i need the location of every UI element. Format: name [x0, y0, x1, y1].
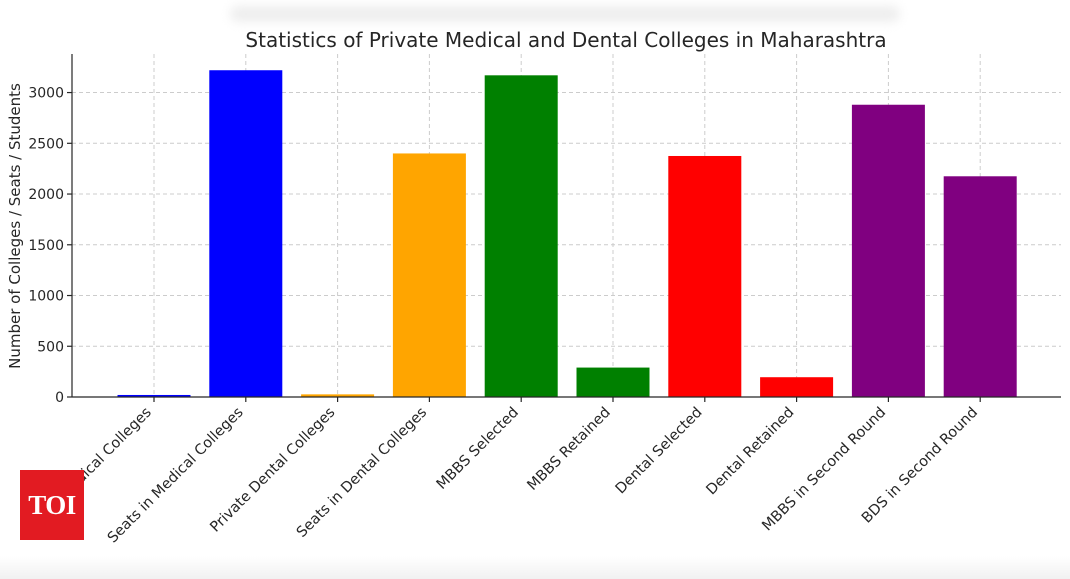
y-tick-label: 2000: [28, 187, 64, 203]
axes: [67, 54, 1061, 402]
x-tick-label: MBBS Retained: [525, 405, 614, 494]
bar: [943, 176, 1017, 397]
chart-title: Statistics of Private Medical and Dental…: [245, 28, 886, 52]
bar: [301, 394, 375, 397]
y-tick-label: 0: [55, 390, 64, 406]
x-tick-label: Dental Retained: [704, 405, 798, 499]
y-tick-label: 1000: [28, 289, 64, 305]
blurred-header-strip: [230, 6, 900, 22]
x-tick-label: MBBS Selected: [434, 405, 522, 493]
bar: [576, 367, 650, 397]
y-tick-label: 3000: [28, 86, 64, 102]
x-tick-label: Dental Selected: [613, 405, 706, 498]
y-tick-label: 1500: [28, 238, 64, 254]
toi-logo: TOI: [20, 470, 84, 540]
bar: [760, 377, 834, 397]
blurred-footer-strip: [0, 556, 1070, 579]
bar: [117, 394, 191, 397]
bar: [484, 75, 558, 397]
y-tick-labels: 0 500 1000 1500 2000 2500 3000: [28, 86, 64, 406]
bar: [668, 155, 742, 397]
bar: [209, 70, 283, 397]
y-tick-label: 500: [37, 339, 64, 355]
bars: [117, 70, 1017, 397]
bar: [392, 153, 466, 397]
y-axis-label: Number of Colleges / Seats / Students: [6, 83, 24, 369]
bar: [851, 104, 925, 397]
y-tick-label: 2500: [28, 136, 64, 152]
